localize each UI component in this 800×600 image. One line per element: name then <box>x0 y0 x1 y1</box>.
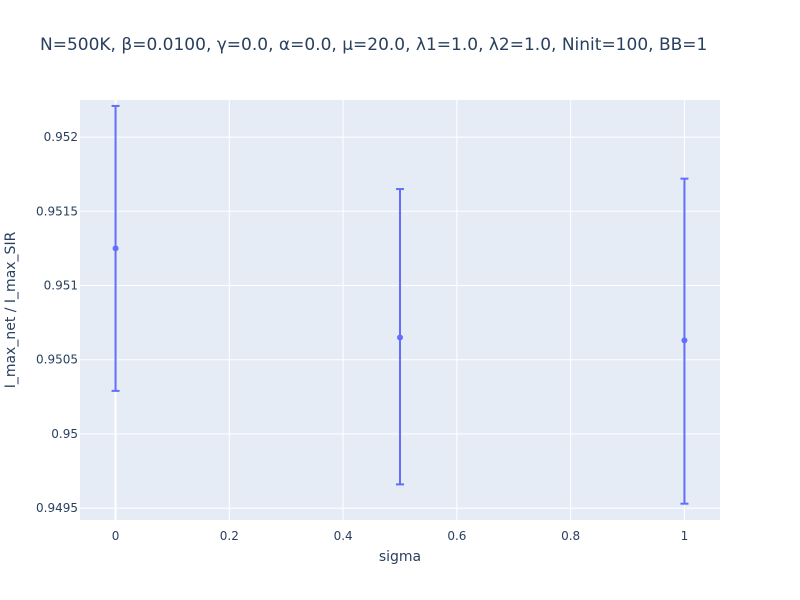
y-tick-label: 0.9505 <box>36 353 78 367</box>
x-axis-title: sigma <box>379 549 421 565</box>
x-tick-label: 0 <box>112 529 120 543</box>
data-point-group <box>680 177 689 505</box>
y-tick-label: 0.9515 <box>36 204 78 218</box>
data-point <box>112 245 119 252</box>
x-tick-label: 0.8 <box>561 529 580 543</box>
data-point <box>681 337 688 344</box>
x-tick-label: 1 <box>681 529 689 543</box>
x-tick-label: 0.2 <box>220 529 239 543</box>
y-tick-label: 0.952 <box>44 130 78 144</box>
x-tick-label: 0.4 <box>334 529 353 543</box>
y-tick-label: 0.9495 <box>36 501 78 515</box>
y-axis-title: I_max_net / I_max_SIR <box>3 231 19 388</box>
series-points <box>111 104 689 505</box>
x-tick-label: 0.6 <box>447 529 466 543</box>
y-tick-labels: 0.9495 0.95 0.9505 0.951 0.9515 0.952 <box>36 130 78 515</box>
y-tick-label: 0.951 <box>44 279 78 293</box>
chart-title: N=500K, β=0.0100, γ=0.0, α=0.0, μ=20.0, … <box>40 35 707 55</box>
x-tick-labels: 0 0.2 0.4 0.6 0.8 1 <box>112 529 689 543</box>
data-point-group <box>396 188 404 486</box>
data-point <box>397 334 403 341</box>
data-point-group <box>111 104 120 392</box>
y-tick-label: 0.95 <box>51 427 78 441</box>
